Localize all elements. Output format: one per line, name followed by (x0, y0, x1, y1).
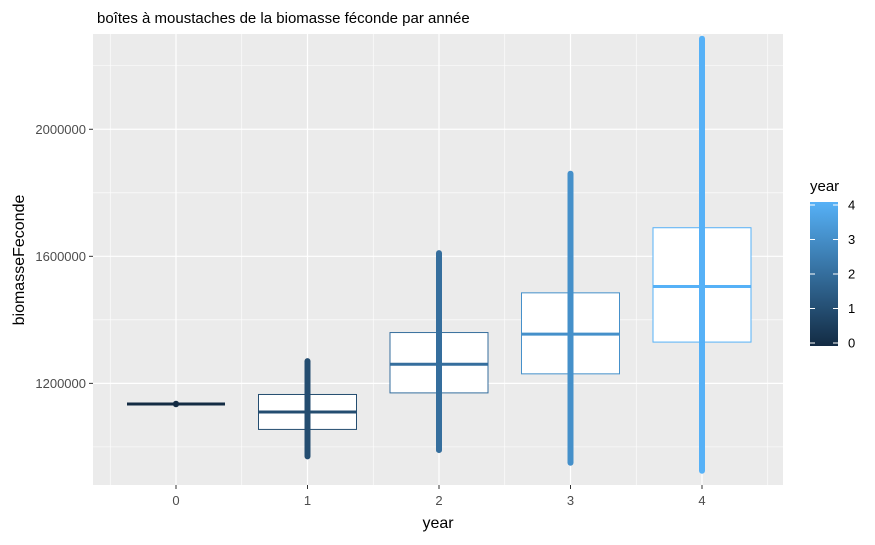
x-axis-title: year (422, 515, 454, 532)
box-year-4 (652, 35, 752, 474)
x-tick-label: 2 (435, 493, 442, 508)
boxes-layer (127, 35, 752, 474)
chart-title: boîtes à moustaches de la biomasse fécon… (97, 10, 470, 27)
box-year-1 (258, 358, 357, 460)
x-tick-label: 1 (304, 493, 311, 508)
box-year-0 (127, 400, 225, 408)
y-tick-label: 1200000 (35, 376, 86, 391)
x-axis: 0 1 2 3 4 (172, 485, 706, 508)
y-axis: 1200000 1600000 2000000 (35, 122, 93, 391)
legend: year 0 1 2 3 4 (810, 178, 855, 351)
legend-tick-label: 0 (848, 336, 855, 351)
y-tick-label: 1600000 (35, 249, 86, 264)
legend-ticks: 0 1 2 3 4 (810, 198, 855, 351)
box-year-3 (521, 170, 620, 466)
legend-tick-label: 1 (848, 301, 855, 316)
x-tick-label: 3 (567, 493, 574, 508)
x-tick-label: 0 (172, 493, 179, 508)
x-tick-label: 4 (698, 493, 705, 508)
y-tick-label: 2000000 (35, 122, 86, 137)
legend-tick-label: 2 (848, 267, 855, 282)
y-axis-title: biomasseFeconde (11, 195, 28, 326)
legend-tick-label: 4 (848, 198, 855, 213)
legend-tick-label: 3 (848, 232, 855, 247)
outlier-point (172, 400, 180, 408)
box-year-2 (389, 250, 489, 454)
legend-title: year (810, 178, 839, 195)
